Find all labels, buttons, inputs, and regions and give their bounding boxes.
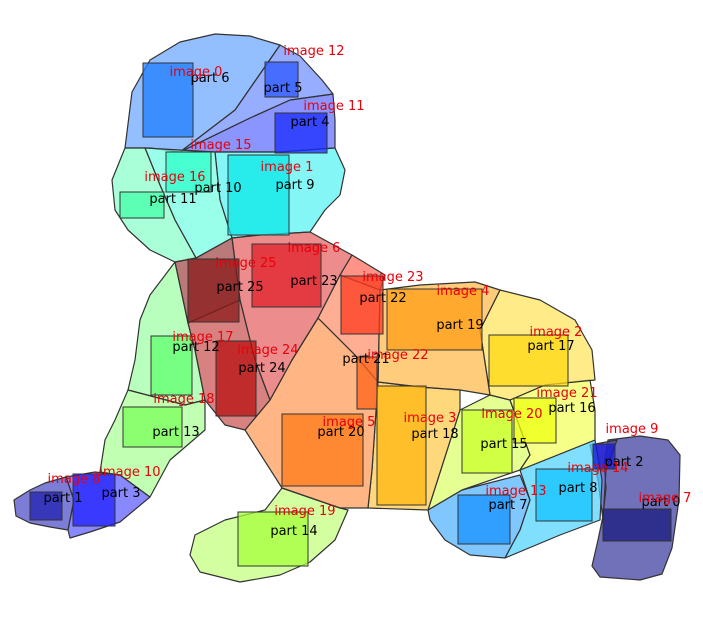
label-image-15: image 15 [190, 138, 251, 153]
label-part-18: part 18 [411, 427, 458, 442]
label-part-10: part 10 [194, 181, 241, 196]
label-image-23: image 23 [362, 270, 423, 285]
box-image-5 [281, 413, 364, 487]
box-image-10 [72, 473, 116, 527]
box-image-8 [29, 491, 63, 521]
label-image-2: image 2 [530, 325, 583, 340]
label-part-21: part 21 [342, 352, 389, 367]
box-image-22 [356, 356, 378, 410]
box-image-21 [513, 397, 557, 444]
box-image-2 [488, 334, 569, 387]
label-part-5: part 5 [263, 81, 302, 96]
label-image-9: image 9 [606, 422, 659, 437]
label-image-10: image 10 [99, 465, 160, 480]
box-image-12 [264, 61, 299, 98]
box-image-1 [227, 154, 290, 236]
label-image-3: image 3 [404, 411, 457, 426]
box-image-25 [187, 258, 240, 323]
box-image-9 [592, 443, 616, 470]
label-part-1: part 1 [43, 491, 82, 506]
label-part-9: part 9 [275, 178, 314, 193]
label-part-4: part 4 [290, 115, 329, 130]
label-image-13: image 13 [485, 484, 546, 499]
label-part-0: part 0 [641, 495, 680, 510]
box-image-13 [457, 494, 511, 545]
box-image-15 [165, 151, 212, 193]
box-image-18 [122, 406, 183, 448]
box-image-6 [251, 243, 322, 308]
box-image-0 [142, 62, 194, 138]
label-part-13: part 13 [152, 425, 199, 440]
label-image-14: image 14 [567, 461, 628, 476]
label-image-20: image 20 [481, 407, 542, 422]
label-image-12: image 12 [283, 44, 344, 59]
label-part-14: part 14 [270, 524, 317, 539]
label-image-0: image 0 [170, 65, 223, 80]
label-image-18: image 18 [153, 392, 214, 407]
region-part-0 [591, 435, 681, 581]
box-image-17 [150, 335, 193, 396]
label-image-24: image 24 [237, 343, 298, 358]
label-part-3: part 3 [101, 486, 140, 501]
label-part-23: part 23 [290, 274, 337, 289]
label-image-1: image 1 [261, 160, 314, 175]
label-part-17: part 17 [527, 339, 574, 354]
label-image-4: image 4 [437, 284, 490, 299]
box-image-20 [461, 409, 513, 474]
label-part-2: part 2 [604, 455, 643, 470]
label-part-6: part 6 [190, 71, 229, 86]
label-image-8: image 8 [48, 472, 101, 487]
label-part-20: part 20 [317, 425, 364, 440]
label-image-7: image 7 [639, 491, 692, 506]
label-image-5: image 5 [323, 415, 376, 430]
label-part-25: part 25 [216, 280, 263, 295]
label-image-19: image 19 [274, 504, 335, 519]
label-image-22: image 22 [367, 348, 428, 363]
label-image-6: image 6 [288, 241, 341, 256]
label-image-25: image 25 [215, 256, 276, 271]
box-image-3 [376, 385, 427, 506]
label-image-21: image 21 [536, 386, 597, 401]
label-part-8: part 8 [558, 481, 597, 496]
label-image-17: image 17 [172, 330, 233, 345]
box-image-19 [237, 511, 309, 567]
box-image-16 [119, 191, 165, 219]
label-part-16: part 16 [548, 401, 595, 416]
label-part-11: part 11 [149, 192, 196, 207]
label-part-19: part 19 [436, 318, 483, 333]
label-image-16: image 16 [144, 170, 205, 185]
box-image-4 [386, 288, 483, 351]
label-part-12: part 12 [172, 340, 219, 355]
box-image-11 [274, 112, 328, 154]
label-image-11: image 11 [303, 99, 364, 114]
label-part-22: part 22 [359, 291, 406, 306]
box-image-23 [340, 275, 384, 335]
box-image-14 [535, 468, 593, 522]
box-image-24 [215, 340, 257, 417]
box-image-7 [602, 508, 672, 542]
label-part-7: part 7 [488, 498, 527, 513]
label-part-24: part 24 [238, 361, 285, 376]
label-part-15: part 15 [480, 437, 527, 452]
